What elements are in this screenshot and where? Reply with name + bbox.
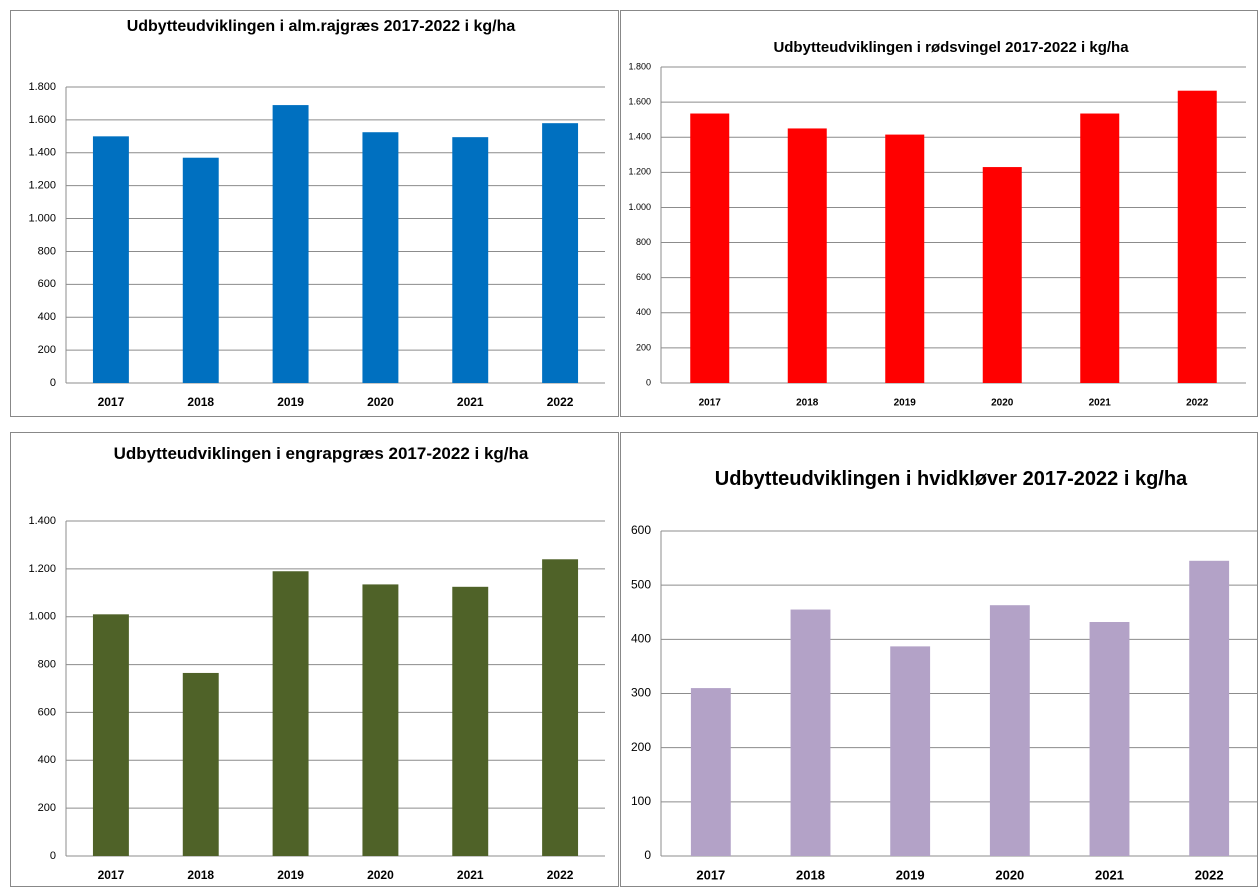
chart-title: Udbytteudviklingen i alm.rajgræs 2017-20… xyxy=(126,18,516,35)
chart-panel: Udbytteudviklingen i engrapgræs 2017-202… xyxy=(10,432,619,887)
bar xyxy=(690,113,730,384)
y-tick-label: 800 xyxy=(636,237,651,247)
y-tick-label: 200 xyxy=(38,802,56,814)
bar xyxy=(362,132,399,383)
chart-panel: Udbytteudviklingen i hvidkløver 2017-202… xyxy=(620,432,1258,887)
y-tick-label: 1.400 xyxy=(28,147,56,159)
x-tick-label: 2020 xyxy=(367,868,394,882)
bar xyxy=(690,688,731,856)
x-tick-label: 2019 xyxy=(894,398,917,409)
y-tick-label: 1.400 xyxy=(628,132,651,142)
bar xyxy=(890,646,931,856)
y-tick-label: 1.200 xyxy=(628,167,651,177)
x-tick-label: 2022 xyxy=(1186,398,1209,409)
bar xyxy=(272,105,309,383)
x-tick-label: 2020 xyxy=(367,395,394,409)
y-tick-label: 800 xyxy=(38,245,56,257)
y-tick-label: 1.800 xyxy=(628,61,651,71)
y-tick-label: 1.200 xyxy=(28,180,56,192)
chart-plot: 0 200 400 600 800 1.000 1.200 1.400 1.600 1.800 20… xyxy=(28,81,605,409)
x-tick-label: 2021 xyxy=(457,395,484,409)
x-tick-label: 2019 xyxy=(277,395,304,409)
bar xyxy=(452,586,489,856)
bar xyxy=(1189,560,1230,856)
x-tick-label: 2022 xyxy=(547,868,574,882)
x-tick-label: 2017 xyxy=(98,868,125,882)
y-tick-label: 1.000 xyxy=(628,202,651,212)
x-tick-label: 2021 xyxy=(457,868,484,882)
chart-plot: 0 200 400 600 800 1.000 1.200 1.400 1.600 1.800 20… xyxy=(628,61,1246,409)
y-tick-label: 800 xyxy=(38,658,56,670)
bar xyxy=(790,609,831,856)
y-tick-label: 400 xyxy=(636,307,651,317)
x-tick-label: 2021 xyxy=(1095,867,1124,882)
x-tick-label: 2021 xyxy=(1089,398,1112,409)
x-tick-label: 2018 xyxy=(187,868,214,882)
bar xyxy=(1089,622,1130,856)
chart-title: Udbytteudviklingen i rødsvingel 2017-202… xyxy=(773,39,1129,56)
y-tick-label: 100 xyxy=(631,794,651,808)
y-tick-label: 1.400 xyxy=(28,515,56,527)
x-tick-label: 2018 xyxy=(796,867,825,882)
y-tick-label: 1.800 xyxy=(28,81,56,93)
bar xyxy=(452,137,489,383)
y-tick-label: 600 xyxy=(38,278,56,290)
y-tick-label: 400 xyxy=(38,311,56,323)
x-tick-label: 2017 xyxy=(98,395,125,409)
y-tick-label: 400 xyxy=(631,632,651,646)
bar xyxy=(1177,90,1217,383)
bar xyxy=(542,123,579,383)
chart-plot: 0 200 400 600 800 1.000 1.200 1.400 2017 2018 2019… xyxy=(28,515,605,882)
y-tick-label: 1.000 xyxy=(28,611,56,623)
x-tick-label: 2020 xyxy=(995,867,1024,882)
y-tick-label: 300 xyxy=(631,686,651,700)
y-tick-label: 0 xyxy=(646,377,651,387)
y-tick-label: 1.600 xyxy=(628,96,651,106)
y-tick-label: 1.600 xyxy=(28,114,56,126)
bar xyxy=(272,571,309,856)
y-tick-label: 600 xyxy=(636,272,651,282)
x-tick-label: 2017 xyxy=(699,398,722,409)
y-tick-label: 400 xyxy=(38,754,56,766)
y-tick-label: 0 xyxy=(50,850,56,862)
bar xyxy=(182,157,219,383)
bar xyxy=(182,672,219,856)
y-tick-label: 0 xyxy=(644,848,651,862)
y-tick-label: 600 xyxy=(631,523,651,537)
x-tick-label: 2018 xyxy=(796,398,819,409)
bar xyxy=(885,134,925,383)
y-tick-label: 1.200 xyxy=(28,563,56,575)
bar xyxy=(542,559,579,856)
chart-panel: Udbytteudviklingen i rødsvingel 2017-202… xyxy=(620,10,1258,417)
x-tick-label: 2017 xyxy=(696,867,725,882)
x-tick-label: 2019 xyxy=(896,867,925,882)
bar xyxy=(92,136,129,383)
bar xyxy=(362,584,399,856)
y-tick-label: 500 xyxy=(631,577,651,591)
y-tick-label: 200 xyxy=(636,342,651,352)
chart-plot: 0 100 200 300 400 500 600 2017 2018 2019 2020 2021 2… xyxy=(631,523,1257,882)
y-tick-label: 600 xyxy=(38,706,56,718)
bar xyxy=(1080,113,1120,384)
bar xyxy=(989,605,1030,856)
bar xyxy=(92,614,129,856)
chart-title: Udbytteudviklingen i hvidkløver 2017-202… xyxy=(714,468,1188,490)
bar xyxy=(982,167,1022,383)
chart-title: Udbytteudviklingen i engrapgræs 2017-202… xyxy=(113,444,529,463)
bar xyxy=(787,128,827,383)
y-tick-label: 0 xyxy=(50,377,56,389)
x-tick-label: 2019 xyxy=(277,868,304,882)
chart-panel: Udbytteudviklingen i alm.rajgræs 2017-20… xyxy=(10,10,619,417)
x-tick-label: 2022 xyxy=(1195,867,1224,882)
x-tick-label: 2018 xyxy=(187,395,214,409)
y-tick-label: 1.000 xyxy=(28,212,56,224)
y-tick-label: 200 xyxy=(631,740,651,754)
x-tick-label: 2022 xyxy=(547,395,574,409)
x-tick-label: 2020 xyxy=(991,398,1014,409)
y-tick-label: 200 xyxy=(38,344,56,356)
